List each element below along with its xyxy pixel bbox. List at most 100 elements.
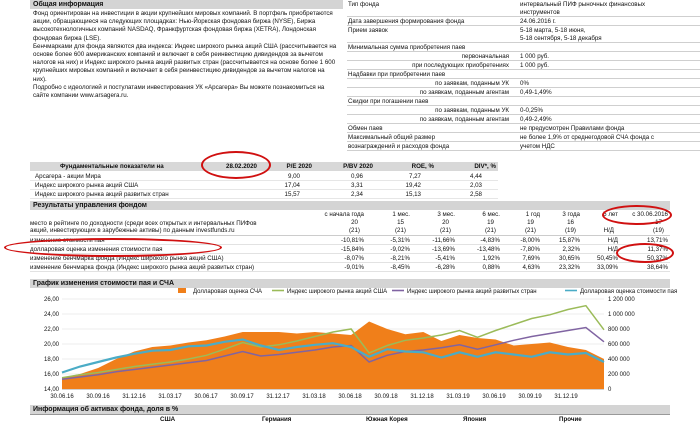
fundamentals-row: Индекс широкого рынка акций развитых стр… [30, 190, 498, 199]
results-rank-label: акций, инвестирующих в зарубежные активы… [30, 227, 235, 234]
assets-header: Информация об активах фонда, доля в % [30, 405, 670, 414]
results-cell: -15,84% [340, 246, 364, 253]
chart-x-tick: 30.06.18 [338, 394, 362, 400]
terms-row-value: 5-18 марта, 5-18 июня, [520, 27, 586, 34]
results-rank-total: (21) [394, 227, 406, 234]
results-cell: -13,48% [476, 246, 500, 253]
terms-row-label: Максимальный общий размер [348, 134, 436, 141]
annotation-circle-since-inception [602, 205, 672, 225]
results-cell: -10,81% [340, 237, 364, 244]
terms-row: Скидки при погашении паев [347, 97, 700, 106]
general-text-line: высокотехнологичных компаний NASDAQ, Фра… [33, 26, 316, 34]
results-cell: -11,66% [432, 237, 455, 244]
terms-row-value: не предусмотрен Правилами фонда [520, 125, 625, 132]
general-info-header: Общая информация [30, 0, 343, 9]
results-cell: -8,07% [344, 255, 364, 262]
results-rank-label: место в рейтинге по доходности (среди вс… [30, 220, 257, 227]
terms-row-value: 0,49-1,49% [520, 89, 552, 96]
terms-row-value: 1 000 руб. [520, 62, 550, 69]
results-cell: -4,83% [480, 237, 500, 244]
chart-legend-swatch [178, 288, 186, 293]
terms-row-value: 24.06.2016 г. [520, 18, 556, 25]
results-cell: 0,88% [482, 264, 500, 271]
results-rank-place: 15 [397, 219, 404, 226]
general-text-line: крупнейших мировых компаний и включает в… [33, 67, 325, 75]
results-cell: -8,21% [390, 255, 410, 262]
results-cell: 4,63% [522, 264, 540, 271]
chart-series-aum-area [62, 321, 604, 389]
fundamentals-cell: 2,34 [350, 191, 363, 198]
chart-x-tick: 30.09.18 [374, 394, 398, 400]
results-row-label: изменение бенчмарка фонда (Индекс широко… [30, 264, 255, 271]
terms-row-label: Надбавки при приобретении паев [348, 71, 446, 78]
general-text-line: Подробно с идеологией и постулатами инве… [33, 83, 325, 91]
fundamentals-cell: 9,00 [287, 173, 300, 180]
terms-row-label: вознаграждений и расходов фонда [348, 143, 450, 150]
results-cell: -6,28% [435, 264, 455, 271]
terms-row-label: Прием заявок [348, 27, 388, 34]
assets-column-header: Южная Корея [366, 416, 408, 423]
results-cell: -8,45% [390, 264, 410, 271]
terms-row-label: Скидки при погашении паев [348, 98, 429, 105]
chart-x-tick: 30.06.16 [50, 394, 74, 400]
terms-row-value: учетом НДС [520, 143, 555, 150]
terms-row-value: не более 1,9% от среднегодовой СЧА фонда… [520, 134, 654, 141]
results-row: изменение бенчмарка фонда (Индекс широко… [30, 263, 670, 272]
results-column-header: 1 мес. [392, 211, 410, 218]
assets-column-header: США [160, 416, 176, 423]
fundamentals-cell: 15,57 [284, 191, 300, 198]
terms-row: Тип фонда интервальный ПИФ рыночных финан… [347, 0, 700, 17]
results-rank-total: (21) [348, 227, 360, 234]
annotation-circle-dollar-change-value [616, 243, 674, 263]
terms-row-label: по заявкам, поданным УК [435, 80, 509, 87]
results-cell: Н/Д [607, 246, 618, 253]
chart-y-right-tick: 1 200 000 [608, 297, 635, 303]
terms-row-label: по заявкам, поданным УК [435, 107, 509, 114]
chart-x-tick: 31.12.16 [122, 394, 146, 400]
chart-series-line [61, 338, 605, 374]
chart-legend-label: Долларовая оценка СЧА [193, 289, 262, 295]
chart-y-right-tick: 200 000 [608, 372, 630, 378]
fundamentals-cell: 2,03 [469, 182, 482, 189]
fundamentals-row-name: Индекс широкого рынка акций развитых стр… [35, 191, 169, 198]
general-text-line: акции, обращающиеся на следующих площадк… [33, 18, 316, 26]
terms-row: Обмен паев не предусмотрен Правилами фонд… [347, 124, 700, 133]
assets-column-header: Прочие [559, 416, 582, 423]
results-rank-total: (21) [484, 227, 496, 234]
results-cell: -13,69% [431, 246, 455, 253]
terms-row-label: Обмен паев [348, 125, 383, 132]
chart-x-tick: 30.06.17 [194, 394, 218, 400]
chart-x-tick: 30.09.19 [518, 394, 542, 400]
chart-y-left-tick: 22,00 [44, 327, 60, 333]
chart-series-line [61, 304, 605, 379]
terms-row: при последующих приобретениях 1 000 руб. [347, 61, 700, 70]
general-text-line: Бенчмарками для фонда являются два индек… [33, 42, 337, 50]
terms-row-value: инструментов [520, 9, 560, 16]
chart-y-left-tick: 26,00 [44, 297, 60, 303]
terms-row-label: Тип фонда [348, 1, 380, 8]
fundamentals-cell: 17,04 [284, 182, 300, 189]
general-text-line: них). [33, 75, 47, 83]
results-cell: -9,02% [390, 246, 410, 253]
fundamentals-cell: 19,42 [405, 182, 421, 189]
chart-legend-label: Долларовая оценка стоимости пая [580, 289, 677, 295]
results-cell: 1,92% [482, 255, 500, 262]
chart-y-left-tick: 24,00 [44, 312, 60, 318]
chart-x-tick: 30.06.19 [482, 394, 506, 400]
general-text-line: налогов на них) и Индекс широкого рынка … [33, 59, 336, 67]
assets-columns: США Германия Южная Корея Япония Прочие [30, 414, 670, 423]
terms-row: по заявкам, поданным УК 0-0,25% [347, 106, 700, 115]
terms-row-value: 0% [520, 80, 529, 87]
general-text-line: сайте компании www.arsagera.ru. [33, 92, 129, 99]
chart-y-right-tick: 400 000 [608, 357, 630, 363]
results-column-header: 3 года [562, 211, 580, 218]
results-rank-place: 20 [351, 219, 358, 226]
terms-row: по заявкам, поданным агентам 0,49-1,49% [347, 88, 700, 97]
fundamentals-column-header: DIV*, % [474, 163, 496, 170]
results-column-header: с начала года [324, 211, 364, 218]
chart-x-tick: 30.09.16 [86, 394, 110, 400]
fundamentals-cell: 2,58 [469, 191, 482, 198]
terms-row: Минимальная сумма приобретения паев [347, 43, 700, 52]
results-column-header: 6 мес. [482, 211, 500, 218]
terms-row-label: первоначальная [461, 53, 509, 60]
